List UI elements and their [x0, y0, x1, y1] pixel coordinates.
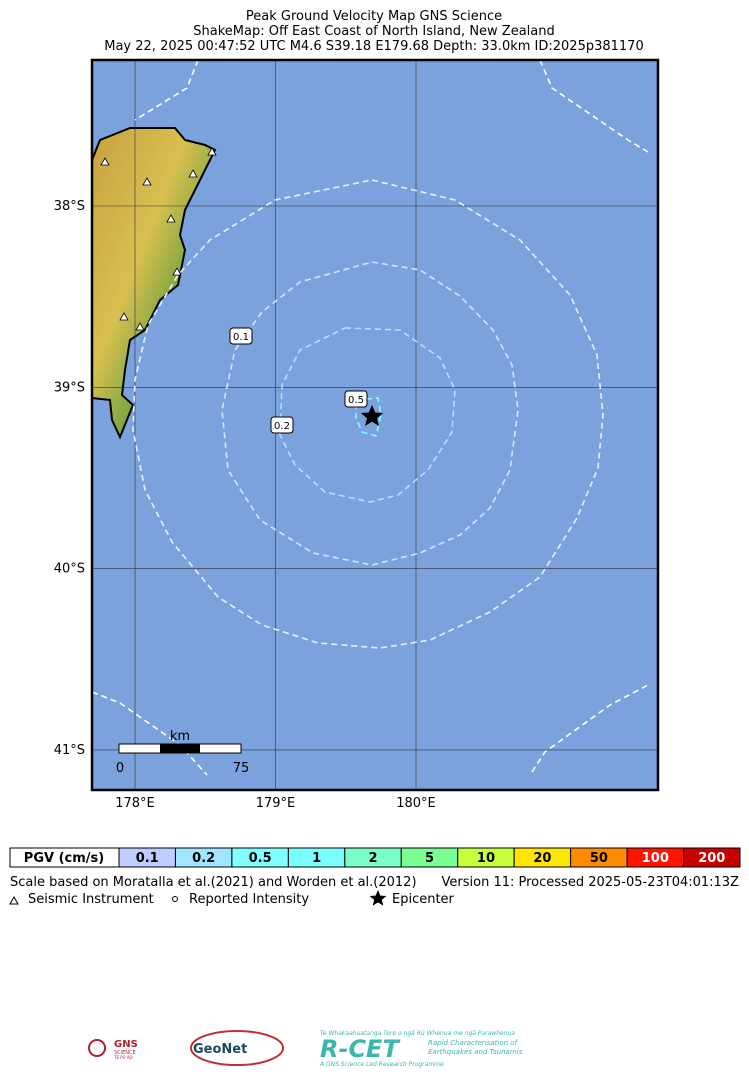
contour-label-box — [344, 390, 368, 408]
lon-label: 180°E — [396, 796, 436, 811]
colorbar-label: 0.1 — [136, 851, 159, 866]
scale-note: Scale based on Moratalla et al.(2021) an… — [10, 875, 417, 890]
instruments — [100, 147, 217, 331]
map-frame — [90, 58, 660, 792]
colorbar-label: 1 — [312, 851, 321, 866]
lat-label: 40°S — [54, 562, 85, 577]
scale-bar-segment — [160, 744, 200, 753]
rcet-logo: R-CET — [320, 1035, 400, 1063]
gns-logo: GNS — [114, 1039, 138, 1050]
colorbar-title: PGV (cm/s) — [24, 851, 104, 866]
legend-intensity: Reported Intensity — [189, 892, 309, 907]
contour — [134, 60, 199, 121]
instrument-icon — [9, 895, 19, 905]
lat-label: 41°S — [54, 743, 85, 758]
land — [92, 127, 217, 440]
contour — [531, 684, 649, 773]
scale-unit: km — [170, 729, 190, 744]
contour — [132, 179, 604, 649]
contour-label: 0.2 — [274, 421, 290, 432]
epicenter-icon — [369, 890, 387, 906]
lon-label: 179°E — [256, 796, 296, 811]
subtitle: ShakeMap: Off East Coast of North Island… — [193, 24, 555, 39]
gns-icon — [88, 1039, 106, 1057]
lat-label: 39°S — [54, 380, 85, 395]
contour-label: 0.1 — [233, 332, 249, 343]
rcet-maori: Te Whakaahuatanga Tere o ngā Rū Whenua m… — [320, 1030, 515, 1037]
legend-instrument: Seismic Instrument — [28, 892, 154, 907]
colorbar-label: 50 — [590, 851, 608, 866]
title: Peak Ground Velocity Map GNS Science — [246, 9, 502, 24]
gns-sub: SCIENCE — [114, 1050, 136, 1056]
colorbar-label: 200 — [698, 851, 725, 866]
epicenter — [360, 405, 384, 426]
contour-label: 0.5 — [348, 395, 364, 406]
rcet-line1: Rapid Characterisation of — [428, 1039, 519, 1047]
contour — [92, 691, 208, 776]
contour — [355, 397, 382, 437]
colorbar-label: 2 — [369, 851, 378, 866]
scale-end: 75 — [233, 761, 250, 776]
contour-label-box — [270, 416, 294, 434]
event-info: May 22, 2025 00:47:52 UTC M4.6 S39.18 E1… — [104, 39, 643, 54]
geonet-logo: GeoNet — [193, 1042, 247, 1057]
map: 0.1 0.5 0.2 km 0 75 — [92, 60, 658, 790]
rcet-line2: Earthquakes and Tsunamis — [428, 1048, 523, 1056]
contour — [279, 327, 456, 503]
version-note: Version 11: Processed 2025-05-23T04:01:1… — [442, 875, 740, 890]
gns-maori: TE PŪ AO — [113, 1055, 133, 1060]
contour — [221, 261, 519, 566]
lat-label: 38°S — [54, 199, 85, 214]
colorbar-label: 20 — [533, 851, 551, 866]
colorbar-label: 0.2 — [192, 851, 215, 866]
legend-epicenter: Epicenter — [392, 892, 455, 907]
intensity-icon — [172, 896, 178, 902]
rcet-footer: A GNS Science Led Research Programme — [319, 1061, 444, 1068]
colorbar-label: 100 — [642, 851, 669, 866]
colorbar-label: 10 — [477, 851, 495, 866]
contour — [539, 60, 649, 153]
colorbar-cell — [683, 847, 741, 868]
logos: GNS SCIENCE TE PŪ AO GeoNet Te Whakaahua… — [88, 1030, 523, 1068]
contour-label-box — [229, 327, 253, 345]
colorbar-label: 0.5 — [249, 851, 272, 866]
geonet-ring — [190, 1030, 284, 1066]
lon-label: 178°E — [115, 796, 155, 811]
scale-start: 0 — [116, 761, 124, 776]
colorbar-label: 5 — [425, 851, 434, 866]
